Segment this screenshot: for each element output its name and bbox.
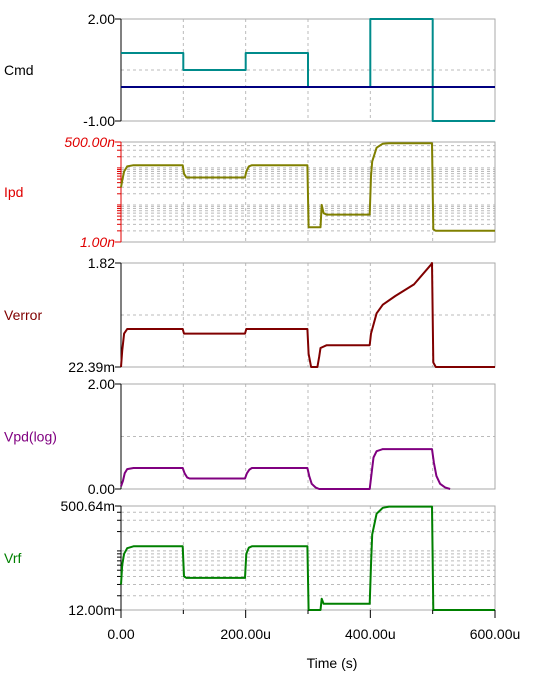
x-tick-label: 600.00u xyxy=(470,626,521,642)
x-tick-label: 0.00 xyxy=(107,626,134,642)
y-tick-label-top: 2.00 xyxy=(88,11,115,27)
panel-label: Cmd xyxy=(4,62,34,78)
y-tick-label-top: 2.00 xyxy=(88,376,115,392)
x-axis-label: Time (s) xyxy=(307,655,358,671)
y-tick-label-bottom: 0.00 xyxy=(88,481,115,497)
panel-vpd-log-: 2.00 0.00 Vpd(log) xyxy=(4,376,496,497)
y-tick-label-bottom: -1.00 xyxy=(83,113,115,129)
panel-ipd: 500.00n 1.00n Ipd xyxy=(4,134,496,250)
series-line xyxy=(120,262,495,368)
y-tick-label-top: 500.00n xyxy=(64,134,115,150)
panel-cmd: 2.00 -1.00 Cmd xyxy=(4,11,496,129)
series-line xyxy=(120,448,451,490)
y-tick-label-top: 1.82 xyxy=(88,255,115,271)
panel-verror: 1.82 22.39m Verror xyxy=(4,255,496,375)
panel-vrf: 500.64m 12.00m Vrf xyxy=(4,498,496,618)
panel-label: Ipd xyxy=(4,184,23,200)
y-tick-label-top: 500.64m xyxy=(61,498,115,514)
series-line xyxy=(120,505,495,611)
series-line xyxy=(121,18,495,122)
x-axis: 0.00 200.00u 400.00u 600.00u Time (s) xyxy=(107,610,520,671)
series-line xyxy=(120,142,495,232)
y-tick-label-bottom: 22.39m xyxy=(68,359,115,375)
x-tick-label: 200.00u xyxy=(220,626,271,642)
panel-label: Vpd(log) xyxy=(4,429,57,445)
panel-label: Vrf xyxy=(4,550,21,566)
y-tick-label-bottom: 1.00n xyxy=(80,234,115,250)
y-tick-label-bottom: 12.00m xyxy=(68,602,115,618)
panel-label: Verror xyxy=(4,307,42,323)
x-tick-label: 400.00u xyxy=(345,626,396,642)
